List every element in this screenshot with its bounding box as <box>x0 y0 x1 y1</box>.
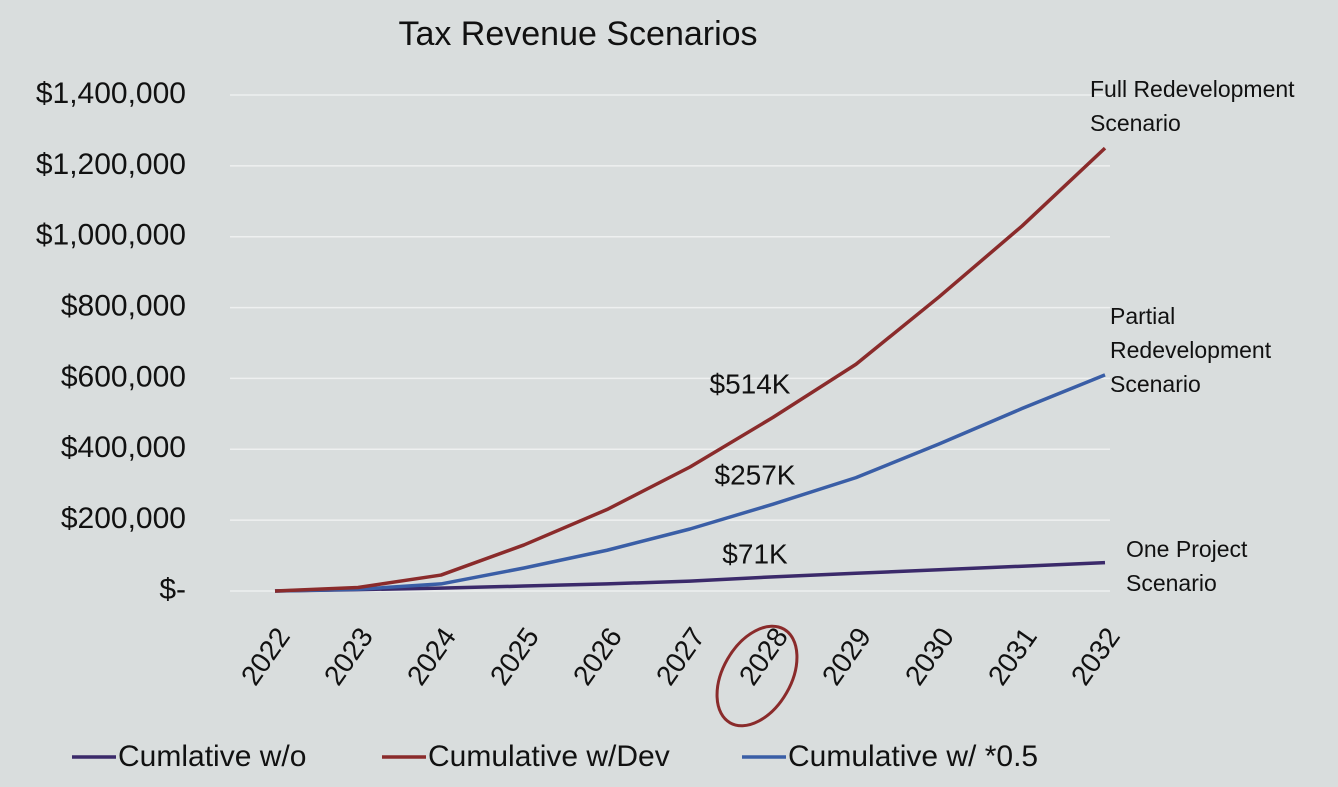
y-tick-label: $1,000,000 <box>36 219 186 252</box>
scenario-label: Full Redevelopment <box>1090 76 1295 102</box>
x-tick-label: 2023 <box>318 622 379 691</box>
scenario-label: Scenario <box>1090 110 1181 136</box>
y-tick-label: $1,200,000 <box>36 148 186 181</box>
scenario-label: Scenario <box>1110 371 1201 397</box>
x-tick-label: 2027 <box>650 622 711 691</box>
x-tick-label: 2031 <box>982 622 1043 691</box>
scenario-label: Redevelopment <box>1110 337 1272 363</box>
annotation: $71K <box>722 538 788 569</box>
y-tick-label: $- <box>159 573 186 606</box>
scenario-label: Partial <box>1110 303 1175 329</box>
series-line <box>274 560 1106 593</box>
highlight-circle <box>715 624 799 728</box>
scenario-label: Scenario <box>1126 570 1217 596</box>
legend-label: Cumlative w/o <box>118 740 306 773</box>
series-line <box>274 146 1107 593</box>
legend-label: Cumulative w/ *0.5 <box>788 740 1038 773</box>
x-tick-label: 2026 <box>567 622 628 691</box>
y-tick-label: $200,000 <box>61 502 186 535</box>
x-tick-label: 2029 <box>816 622 877 691</box>
scenario-label: One Project <box>1126 536 1248 562</box>
x-tick-label: 2025 <box>484 622 545 691</box>
y-tick-label: $400,000 <box>61 431 186 464</box>
x-tick-label: 2032 <box>1065 622 1126 691</box>
x-tick-label: 2030 <box>899 622 960 691</box>
x-tick-label: 2024 <box>401 622 462 691</box>
annotation: $514K <box>710 368 791 399</box>
y-tick-label: $1,400,000 <box>36 77 186 110</box>
y-tick-label: $800,000 <box>61 289 186 322</box>
y-tick-label: $600,000 <box>61 360 186 393</box>
series-line <box>274 373 1106 593</box>
x-tick-label: 2028 <box>733 622 794 691</box>
x-tick-label: 2022 <box>235 622 296 691</box>
chart-title: Tax Revenue Scenarios <box>398 15 757 53</box>
annotation: $257K <box>715 459 796 490</box>
legend-label: Cumulative w/Dev <box>428 740 670 773</box>
